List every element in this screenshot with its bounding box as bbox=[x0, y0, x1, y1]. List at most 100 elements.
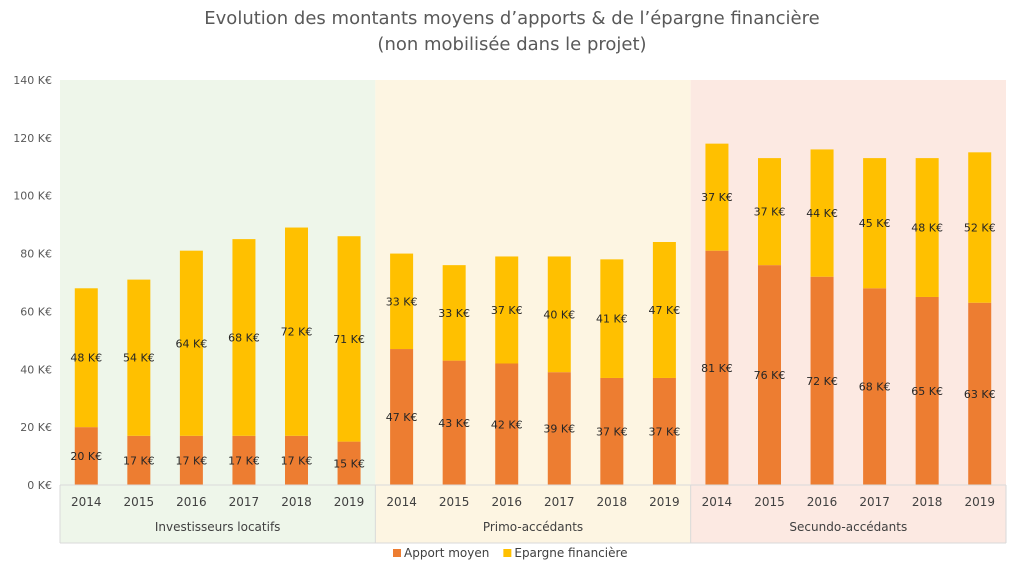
data-label-epargne-financiere: 33 K€ bbox=[386, 295, 418, 308]
y-tick-label: 100 K€ bbox=[13, 190, 52, 203]
x-tick-label: 2016 bbox=[176, 495, 207, 509]
data-label-epargne-financiere: 72 K€ bbox=[281, 326, 313, 339]
bar-apport-moyen bbox=[810, 276, 834, 485]
bar-epargne-financiere bbox=[495, 256, 519, 364]
chart-subtitle: (non mobilisée dans le projet) bbox=[377, 34, 646, 55]
y-tick-label: 20 K€ bbox=[20, 421, 52, 434]
bar-epargne-financiere bbox=[337, 236, 361, 442]
legend-label: Epargne financière bbox=[514, 546, 627, 560]
data-label-apport-moyen: 17 K€ bbox=[176, 454, 208, 467]
bar-apport-moyen bbox=[390, 349, 414, 485]
data-label-apport-moyen: 17 K€ bbox=[123, 454, 155, 467]
x-tick-label: 2014 bbox=[702, 495, 733, 509]
group-backgrounds bbox=[60, 80, 1006, 543]
data-label-epargne-financiere: 44 K€ bbox=[806, 207, 838, 220]
legend-swatch bbox=[393, 549, 401, 557]
x-tick-label: 2019 bbox=[964, 495, 995, 509]
x-tick-label: 2018 bbox=[281, 495, 312, 509]
bar-apport-moyen bbox=[915, 296, 939, 485]
data-label-apport-moyen: 76 K€ bbox=[754, 369, 786, 382]
bar-epargne-financiere bbox=[863, 158, 887, 289]
x-tick-label: 2016 bbox=[807, 495, 838, 509]
bar-epargne-financiere bbox=[547, 256, 571, 373]
data-label-apport-moyen: 20 K€ bbox=[70, 450, 102, 463]
data-label-epargne-financiere: 52 K€ bbox=[964, 222, 996, 235]
data-label-epargne-financiere: 33 K€ bbox=[438, 307, 470, 320]
data-label-epargne-financiere: 64 K€ bbox=[176, 337, 208, 350]
data-label-epargne-financiere: 37 K€ bbox=[701, 191, 733, 204]
bars bbox=[74, 143, 992, 485]
x-tick-label: 2018 bbox=[597, 495, 628, 509]
bar-epargne-financiere bbox=[705, 143, 729, 251]
x-tick-label: 2018 bbox=[912, 495, 943, 509]
data-label-apport-moyen: 17 K€ bbox=[228, 454, 260, 467]
data-label-epargne-financiere: 48 K€ bbox=[911, 222, 943, 235]
data-label-epargne-financiere: 47 K€ bbox=[649, 304, 681, 317]
data-label-apport-moyen: 65 K€ bbox=[911, 385, 943, 398]
data-label-apport-moyen: 81 K€ bbox=[701, 362, 733, 375]
x-tick-label: 2014 bbox=[71, 495, 102, 509]
data-label-epargne-financiere: 68 K€ bbox=[228, 331, 260, 344]
bar-epargne-financiere bbox=[915, 158, 939, 297]
bar-apport-moyen bbox=[705, 250, 729, 485]
bar-apport-moyen bbox=[600, 377, 624, 485]
x-tick-label: 2015 bbox=[439, 495, 470, 509]
x-tick-label: 2015 bbox=[754, 495, 785, 509]
legend: Apport moyen Epargne financière bbox=[393, 546, 628, 560]
data-label-apport-moyen: 15 K€ bbox=[333, 457, 365, 470]
bar-epargne-financiere bbox=[390, 253, 414, 350]
data-label-epargne-financiere: 37 K€ bbox=[754, 206, 786, 219]
bar-epargne-financiere bbox=[968, 152, 992, 303]
group-label: Investisseurs locatifs bbox=[155, 520, 281, 534]
data-labels: 20 K€ 48 K€ 17 K€ 54 K€ 17 K€ 64 K€ 17 K€ 68 K€… bbox=[70, 191, 995, 470]
y-axis: 0 K€ 20 K€ 40 K€ 60 K€ 80 K€ 100 K€ 120 K€ 140 … bbox=[13, 74, 52, 492]
legend-swatch bbox=[503, 549, 512, 557]
bar-epargne-financiere bbox=[600, 259, 624, 378]
bar-apport-moyen bbox=[232, 435, 256, 485]
bar-epargne-financiere bbox=[285, 227, 308, 436]
group-background bbox=[690, 80, 1006, 543]
y-tick-label: 120 K€ bbox=[13, 132, 52, 145]
x-tick-label: 2019 bbox=[334, 495, 365, 509]
data-label-apport-moyen: 37 K€ bbox=[596, 425, 628, 438]
bar-epargne-financiere bbox=[442, 265, 466, 361]
bar-epargne-financiere bbox=[127, 279, 151, 436]
bar-apport-moyen bbox=[968, 302, 992, 485]
y-tick-label: 60 K€ bbox=[20, 305, 52, 318]
bar-apport-moyen bbox=[547, 372, 571, 485]
data-label-apport-moyen: 43 K€ bbox=[438, 417, 470, 430]
bar-epargne-financiere bbox=[758, 158, 781, 266]
y-tick-label: 80 K€ bbox=[20, 248, 52, 261]
data-label-apport-moyen: 72 K€ bbox=[806, 375, 838, 388]
data-label-epargne-financiere: 54 K€ bbox=[123, 352, 155, 365]
bar-epargne-financiere bbox=[810, 149, 834, 277]
x-tick-label: 2017 bbox=[859, 495, 890, 509]
bar-apport-moyen bbox=[179, 435, 203, 485]
data-label-epargne-financiere: 71 K€ bbox=[333, 333, 365, 346]
y-tick-label: 140 K€ bbox=[13, 74, 52, 87]
y-tick-label: 40 K€ bbox=[20, 363, 52, 376]
data-label-apport-moyen: 17 K€ bbox=[281, 454, 313, 467]
data-label-apport-moyen: 42 K€ bbox=[491, 418, 523, 431]
data-label-epargne-financiere: 45 K€ bbox=[859, 217, 891, 230]
x-tick-label: 2016 bbox=[491, 495, 522, 509]
data-label-apport-moyen: 63 K€ bbox=[964, 388, 996, 401]
bar-apport-moyen bbox=[127, 435, 151, 485]
data-label-epargne-financiere: 41 K€ bbox=[596, 313, 628, 326]
chart-title: Evolution des montants moyens d’apports … bbox=[204, 8, 819, 29]
bar-apport-moyen bbox=[652, 377, 676, 485]
bar-epargne-financiere bbox=[179, 250, 203, 436]
data-label-epargne-financiere: 40 K€ bbox=[543, 308, 575, 321]
x-tick-label: 2017 bbox=[229, 495, 260, 509]
data-label-epargne-financiere: 48 K€ bbox=[70, 352, 102, 365]
bar-apport-moyen bbox=[495, 363, 519, 485]
data-label-apport-moyen: 47 K€ bbox=[386, 411, 418, 424]
x-tick-label: 2014 bbox=[386, 495, 417, 509]
bar-apport-moyen bbox=[863, 288, 887, 485]
x-tick-label: 2017 bbox=[544, 495, 575, 509]
x-tick-label: 2019 bbox=[649, 495, 680, 509]
group-background bbox=[60, 80, 376, 543]
bar-apport-moyen bbox=[442, 360, 466, 485]
y-tick-label: 0 K€ bbox=[27, 479, 52, 492]
group-background bbox=[375, 80, 691, 543]
